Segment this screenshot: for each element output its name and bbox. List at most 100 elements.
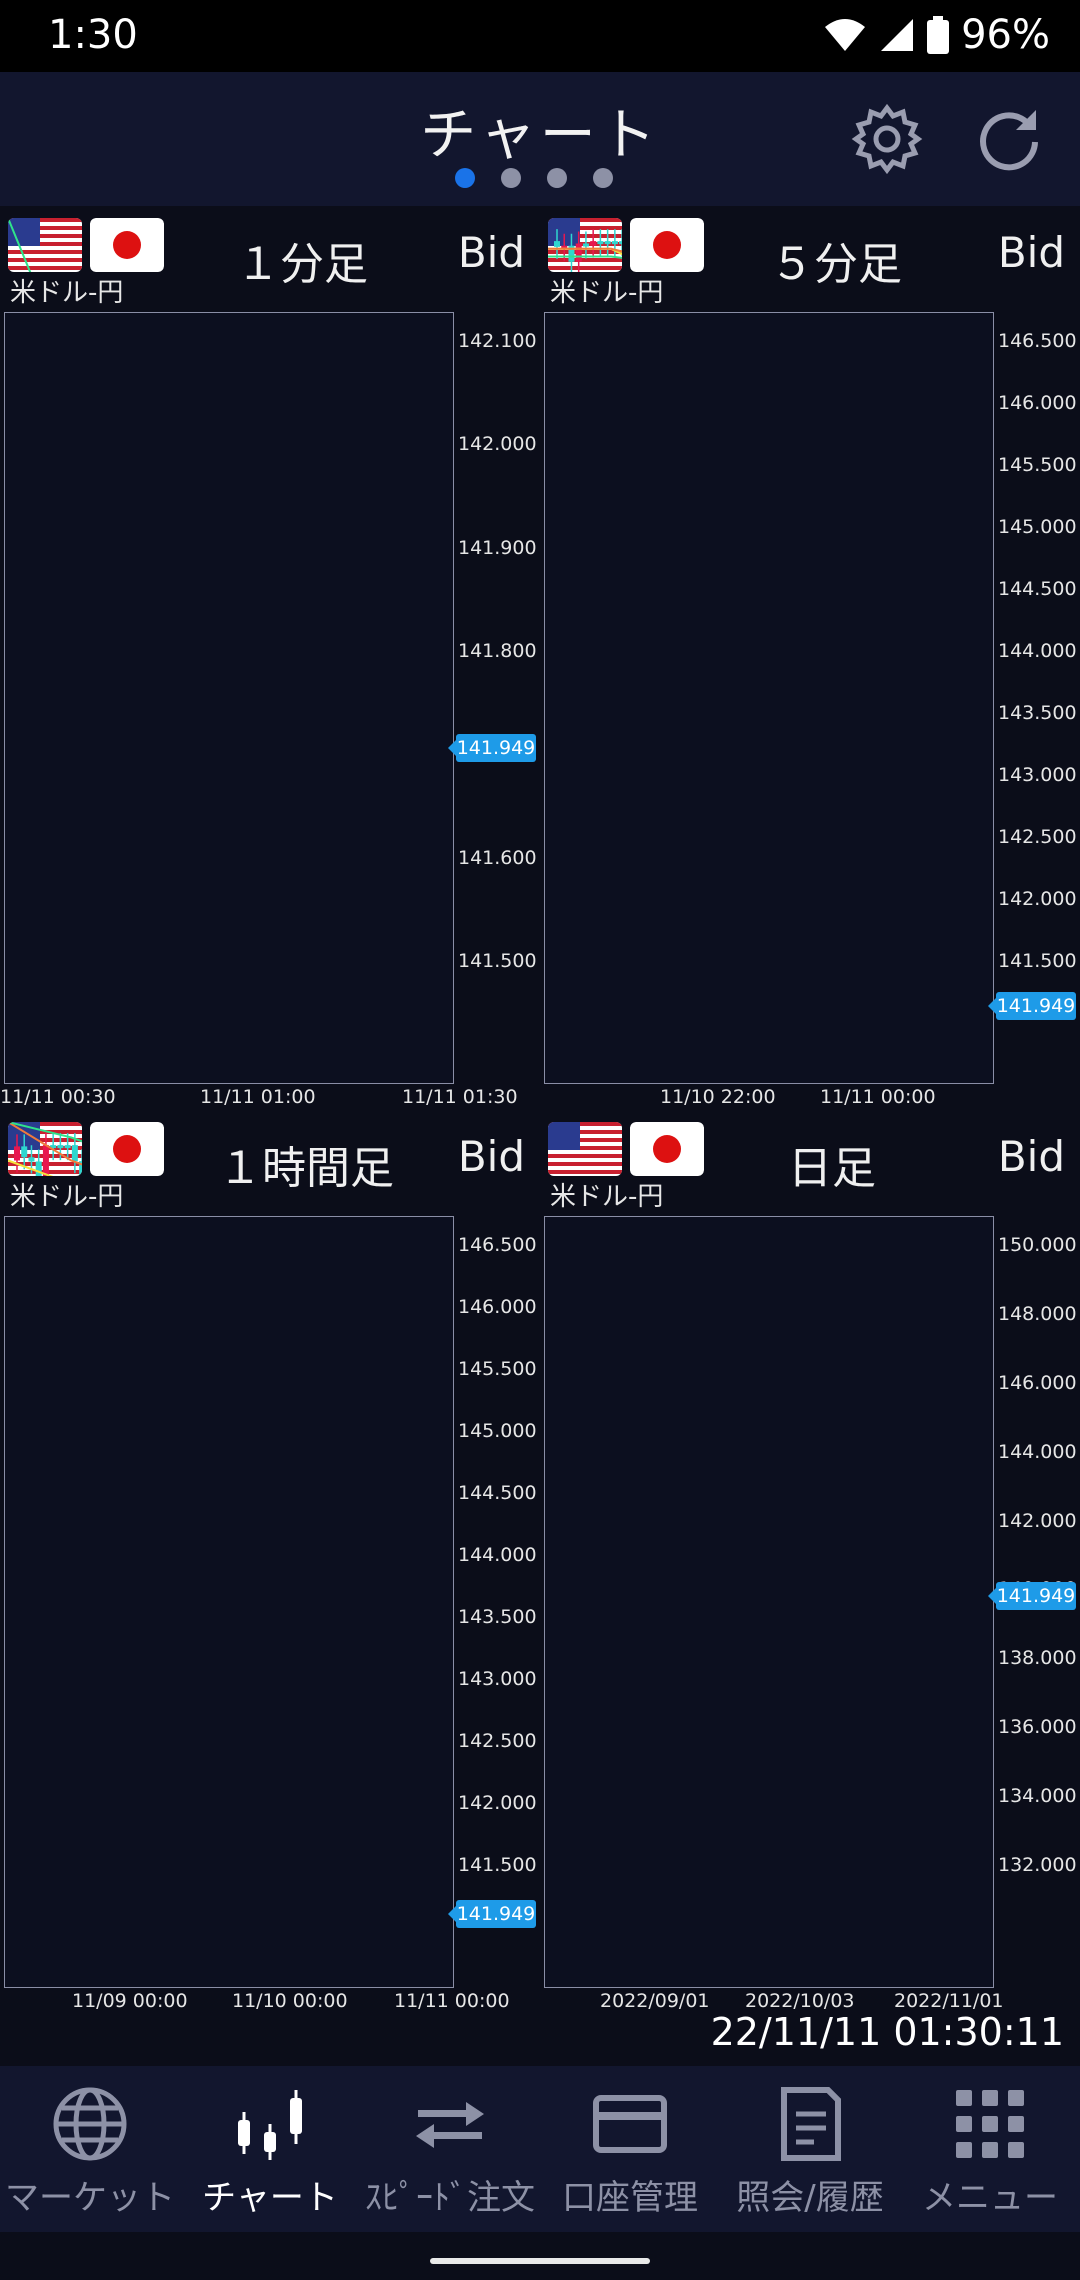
- chart-panel-header[interactable]: 米ドル-円 １分足 Bid: [0, 206, 537, 308]
- y-tick-label: 150.000: [998, 1234, 1077, 1256]
- nav-label: メニュー: [922, 2178, 1058, 2218]
- y-tick-label: 144.000: [998, 640, 1077, 662]
- timeframe-label[interactable]: １時間足: [218, 1143, 394, 1194]
- y-tick-label: 144.500: [458, 1482, 537, 1504]
- currency-pair: 米ドル-円: [10, 278, 124, 308]
- gear-icon[interactable]: [850, 102, 924, 176]
- candle-body: [554, 241, 560, 247]
- x-tick-label: 11/10 22:00: [660, 1086, 776, 1108]
- candlestick-chart[interactable]: [4, 312, 454, 1084]
- currency-pair: 米ドル-円: [550, 278, 664, 308]
- moving-average-line: [548, 247, 622, 253]
- nav-market[interactable]: マーケット: [0, 2066, 180, 2232]
- timeframe-label[interactable]: １分足: [236, 239, 368, 290]
- current-price-tag: 141.949: [988, 992, 1076, 1020]
- nav-history[interactable]: 照会/履歴: [720, 2066, 900, 2232]
- y-tick-label: 145.500: [458, 1358, 537, 1380]
- moving-average-line: [548, 255, 622, 259]
- battery-level: 96%: [961, 12, 1050, 58]
- y-tick-label: 146.000: [458, 1296, 537, 1318]
- nav-label: 照会/履歴: [736, 2178, 884, 2218]
- page-dot[interactable]: [593, 168, 613, 188]
- y-tick-label: 142.500: [458, 1730, 537, 1752]
- nav-menu[interactable]: メニュー: [900, 2066, 1080, 2232]
- nav-account[interactable]: 口座管理: [540, 2066, 720, 2232]
- bottom-navigation: マーケット チャート ｽﾋﾟｰﾄﾞ注文 口座管理 照会/履歴: [0, 2066, 1080, 2232]
- nav-label: マーケット: [5, 2178, 175, 2218]
- y-tick-label: 141.800: [458, 640, 537, 662]
- last-update-timestamp: 22/11/11 01:30:11: [710, 2010, 1064, 2054]
- candle-body: [590, 241, 597, 246]
- currency-pair: 米ドル-円: [550, 1182, 664, 1212]
- candle-body: [42, 1145, 49, 1176]
- candle-body: [611, 241, 618, 245]
- candlestick-chart[interactable]: [544, 312, 994, 1084]
- chart-panel-header[interactable]: 米ドル-円 ５分足 Bid: [540, 206, 1077, 308]
- chart-canvas: [5, 1217, 453, 1987]
- chart-panel[interactable]: 米ドル-円 日足 Bid 150.000 148.000 146.000 144.00…: [540, 1110, 1077, 2012]
- candle-body: [21, 1146, 28, 1158]
- us-flag-icon: [548, 218, 622, 272]
- moving-average-line: [8, 1122, 82, 1143]
- chart-panel[interactable]: 米ドル-円 １分足 Bid 142.100 142.000 141.900 141.8…: [0, 206, 537, 1108]
- candle-body: [28, 1157, 35, 1162]
- battery-icon: [927, 16, 950, 54]
- y-tick-label: 146.500: [458, 1234, 537, 1256]
- candle-body: [14, 1146, 20, 1161]
- current-price-tag: 141.949: [448, 734, 536, 762]
- y-tick-label: 136.000: [998, 1716, 1077, 1739]
- y-tick-label: 144.000: [998, 1440, 1077, 1463]
- y-tick-label: 142.000: [458, 1792, 537, 1814]
- y-tick-label: 142.100: [458, 330, 537, 352]
- y-tick-label: 145.000: [998, 516, 1077, 538]
- home-indicator[interactable]: [430, 2258, 650, 2264]
- candle-body: [35, 1161, 42, 1176]
- x-tick-label: 2022/09/01: [600, 1990, 710, 2012]
- x-tick-label: 11/11 00:30: [0, 1086, 116, 1108]
- x-tick-label: 11/11 00:00: [820, 1086, 936, 1108]
- y-tick-label: 142.500: [998, 826, 1077, 848]
- page-dot[interactable]: [455, 168, 475, 188]
- candlestick-chart[interactable]: [4, 1216, 454, 1988]
- timeframe-label[interactable]: 日足: [788, 1143, 876, 1194]
- x-tick-label: 2022/11/01: [894, 1990, 1004, 2012]
- y-tick-label: 145.000: [458, 1420, 537, 1442]
- us-flag-icon: [8, 1122, 82, 1176]
- jp-flag-icon: [90, 1122, 164, 1176]
- page-title: チャート: [420, 103, 660, 168]
- page-dot[interactable]: [547, 168, 567, 188]
- price-type-label[interactable]: Bid: [997, 228, 1065, 277]
- x-tick-label: 11/11 01:00: [200, 1086, 316, 1108]
- x-tick-label: 11/11 00:00: [394, 1990, 510, 2012]
- price-type-label[interactable]: Bid: [457, 1132, 525, 1181]
- nav-speed-order[interactable]: ｽﾋﾟｰﾄﾞ注文: [360, 2066, 540, 2232]
- y-tick-label: 141.900: [458, 536, 537, 559]
- price-type-label[interactable]: Bid: [457, 228, 525, 277]
- y-tick-label: 144.000: [458, 1544, 537, 1566]
- currency-pair: 米ドル-円: [10, 1182, 124, 1212]
- candle-body: [50, 1145, 57, 1149]
- price-type-label[interactable]: Bid: [997, 1132, 1065, 1181]
- chart-panel-header[interactable]: 米ドル-円 １時間足 Bid: [0, 1110, 537, 1212]
- y-tick-label: 145.500: [998, 454, 1077, 476]
- chart-panel-header[interactable]: 米ドル-円 日足 Bid: [540, 1110, 1077, 1212]
- chart-panel[interactable]: 米ドル-円 ５分足 Bid 146.500 146.000 145.500 145.0…: [540, 206, 1077, 1108]
- candle-body: [604, 241, 611, 245]
- nav-chart[interactable]: チャート: [180, 2066, 360, 2232]
- candle-body: [64, 1145, 71, 1149]
- timeframe-label[interactable]: ５分足: [770, 239, 902, 290]
- x-tick-label: 11/10 00:00: [232, 1990, 348, 2012]
- x-tick-label: 11/09 00:00: [72, 1990, 188, 2012]
- candlestick-chart[interactable]: [544, 1216, 994, 1988]
- chart-panel[interactable]: 米ドル-円 １時間足 Bid 146.500 146.000 145.500 145.…: [0, 1110, 537, 2012]
- y-tick-label: 138.000: [998, 1647, 1077, 1670]
- candle-body: [71, 1145, 78, 1162]
- page-dot[interactable]: [501, 168, 521, 188]
- app-bar: チャート: [0, 72, 1080, 206]
- y-tick-label: 146.000: [998, 392, 1077, 414]
- current-price-tag: 141.949: [448, 1900, 536, 1928]
- candle-body: [79, 1161, 82, 1176]
- refresh-icon[interactable]: [972, 102, 1046, 176]
- y-tick-label: 142.000: [998, 1509, 1077, 1532]
- y-tick-label: 141.500: [458, 1854, 537, 1876]
